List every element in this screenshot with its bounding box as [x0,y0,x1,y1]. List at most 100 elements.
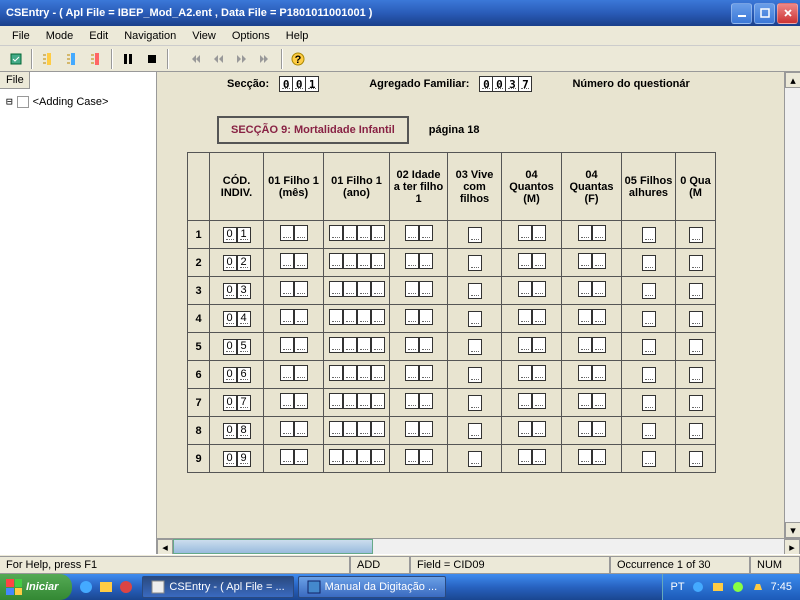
prev-icon[interactable] [207,48,229,70]
cell[interactable] [562,445,622,473]
scroll-track[interactable] [173,539,784,554]
cell[interactable] [324,333,390,361]
tool-icon-1[interactable] [5,48,27,70]
sidebar-tab-file[interactable]: File [0,72,30,89]
cell[interactable] [390,277,448,305]
tool-tree-3[interactable] [85,48,107,70]
ql-icon[interactable] [118,579,134,595]
cell[interactable] [264,249,324,277]
ql-icon[interactable] [78,579,94,595]
ql-icon[interactable] [98,579,114,595]
cell[interactable] [324,277,390,305]
cell[interactable] [502,389,562,417]
cell[interactable] [502,249,562,277]
cell[interactable] [390,361,448,389]
lang-indicator[interactable]: PT [671,581,685,593]
cell[interactable] [390,333,448,361]
tray-icon[interactable] [711,580,725,594]
pause-icon[interactable] [117,48,139,70]
cell[interactable] [622,445,676,473]
cell[interactable] [390,445,448,473]
stop-icon[interactable] [141,48,163,70]
cell[interactable] [324,445,390,473]
cell[interactable] [562,249,622,277]
tray-icon[interactable] [751,580,765,594]
cell[interactable] [264,417,324,445]
menu-options[interactable]: Options [224,28,278,44]
cell[interactable] [448,221,502,249]
cell[interactable] [502,417,562,445]
cell[interactable] [562,277,622,305]
checkbox-icon[interactable] [17,96,29,108]
scrollbar-horizontal[interactable]: ◂ ▸ [157,538,800,554]
cell-cod[interactable]: 01 [210,221,264,249]
scrollbar-vertical[interactable]: ▴ ▾ [784,72,800,538]
cell[interactable] [324,417,390,445]
cell[interactable] [264,361,324,389]
cell-cod[interactable]: 03 [210,277,264,305]
cell[interactable] [264,333,324,361]
cell[interactable] [324,361,390,389]
cell[interactable] [448,249,502,277]
cell[interactable] [622,249,676,277]
cell-cod[interactable]: 09 [210,445,264,473]
last-icon[interactable] [255,48,277,70]
tree-item-adding[interactable]: ⊟ <Adding Case> [4,93,152,110]
cell[interactable] [448,305,502,333]
menu-mode[interactable]: Mode [38,28,82,44]
cell[interactable] [562,305,622,333]
cell[interactable] [448,417,502,445]
cell[interactable] [676,221,716,249]
menu-help[interactable]: Help [278,28,317,44]
cell[interactable] [676,445,716,473]
tool-tree-1[interactable] [37,48,59,70]
cell[interactable] [622,305,676,333]
cell[interactable] [622,333,676,361]
cell[interactable] [622,361,676,389]
cell-cod[interactable]: 07 [210,389,264,417]
cell-cod[interactable]: 04 [210,305,264,333]
scroll-track[interactable] [785,88,800,522]
cell[interactable] [324,249,390,277]
cell[interactable] [622,277,676,305]
cell[interactable] [676,389,716,417]
cell[interactable] [562,221,622,249]
cell-cod[interactable]: 05 [210,333,264,361]
cell[interactable] [622,389,676,417]
cell[interactable] [562,361,622,389]
next-icon[interactable] [231,48,253,70]
first-icon[interactable] [183,48,205,70]
cell[interactable] [448,277,502,305]
taskbar-item[interactable]: CSEntry - ( Apl File = ... [142,576,293,598]
scroll-up-icon[interactable]: ▴ [785,72,800,88]
cell[interactable] [264,445,324,473]
cell[interactable] [676,417,716,445]
cell[interactable] [676,277,716,305]
menu-edit[interactable]: Edit [81,28,116,44]
cell[interactable] [502,305,562,333]
cell[interactable] [502,445,562,473]
menu-file[interactable]: File [4,28,38,44]
start-button[interactable]: Iniciar [0,574,72,600]
cell[interactable] [448,361,502,389]
cell[interactable] [390,389,448,417]
help-icon[interactable]: ? [287,48,309,70]
cell-cod[interactable]: 06 [210,361,264,389]
cell-cod[interactable]: 08 [210,417,264,445]
cell[interactable] [448,445,502,473]
cell-cod[interactable]: 02 [210,249,264,277]
cell[interactable] [390,305,448,333]
cell[interactable] [264,305,324,333]
tray-icon[interactable] [731,580,745,594]
cell[interactable] [562,417,622,445]
cell[interactable] [390,249,448,277]
close-button[interactable] [777,3,798,24]
cell[interactable] [562,333,622,361]
cell[interactable] [622,417,676,445]
cell[interactable] [676,361,716,389]
menu-navigation[interactable]: Navigation [116,28,184,44]
cell[interactable] [324,305,390,333]
cell[interactable] [676,305,716,333]
cell[interactable] [502,277,562,305]
cell[interactable] [390,417,448,445]
